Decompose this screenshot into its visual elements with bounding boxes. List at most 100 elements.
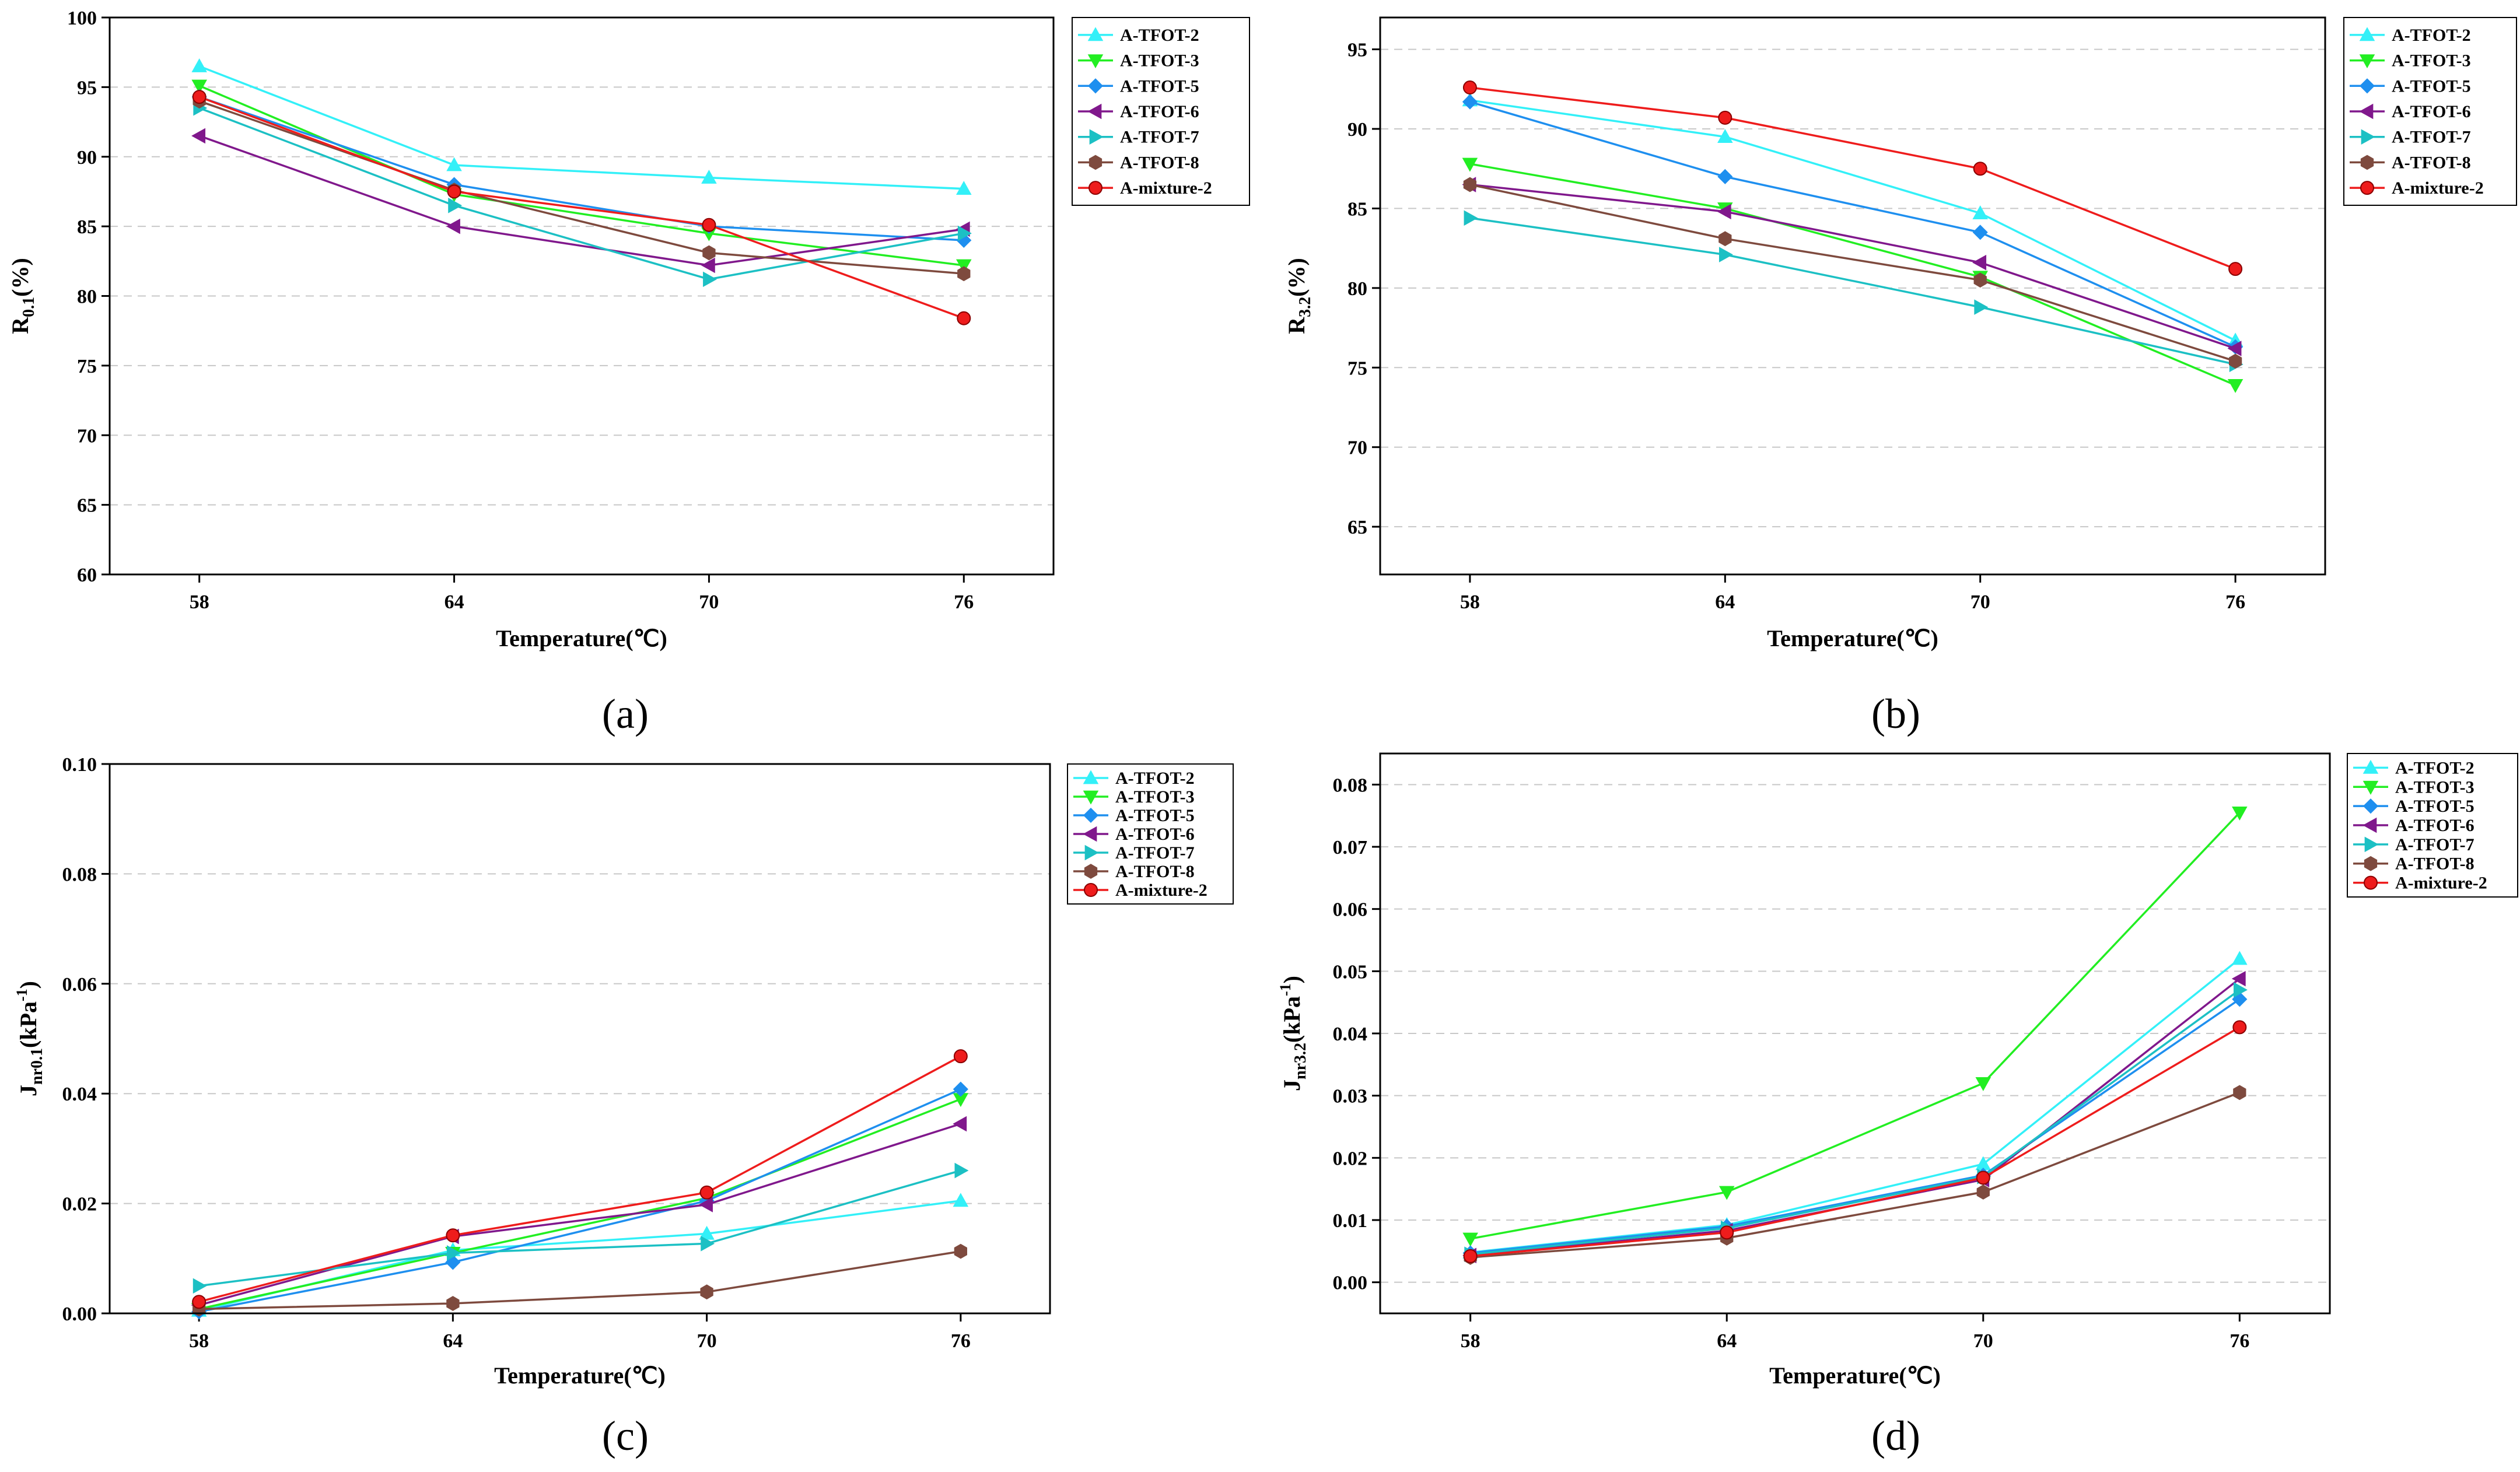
plot-frame [108, 763, 1051, 1315]
data-point [446, 157, 462, 171]
legend-marker [1083, 807, 1099, 823]
data-point [191, 58, 207, 72]
series-line [1469, 183, 2236, 363]
data-point [1972, 225, 1988, 240]
series-A-TFOT-3 [1462, 806, 2248, 1247]
x-tick-label: 58 [1461, 1330, 1480, 1352]
data-point [1717, 129, 1733, 143]
legend-label: A-TFOT-8 [2392, 153, 2471, 172]
legend-marker [2359, 27, 2375, 41]
legend-label: A-TFOT-6 [2395, 816, 2474, 835]
y-tick-label: 75 [1348, 358, 1367, 379]
legend-label: A-TFOT-5 [1115, 806, 1195, 825]
series-line [1470, 1026, 2241, 1257]
series-line [198, 1123, 961, 1306]
y-tick-label: 95 [1348, 40, 1367, 61]
x-axis-title: Temperature(℃) [1767, 625, 1938, 651]
data-point [2227, 378, 2244, 393]
x-tick-label: 70 [1971, 591, 1990, 613]
legend-marker [1084, 883, 1098, 897]
y-tick-label: 75 [77, 356, 97, 377]
series-A-mixture-2 [1462, 80, 2243, 276]
x-tick-label: 70 [699, 591, 719, 613]
data-point [1462, 157, 1478, 172]
legend-item: A-TFOT-2 [2350, 26, 2471, 45]
legend-label: A-TFOT-5 [2395, 797, 2474, 816]
legend-label: A-TFOT-5 [1120, 76, 1199, 96]
series-line [1469, 86, 2236, 270]
x-tick-label: 64 [444, 591, 464, 613]
data-point [2232, 951, 2248, 965]
legend-label: A-TFOT-3 [1115, 787, 1195, 807]
data-point [2232, 1020, 2247, 1035]
series-line [1469, 163, 2236, 386]
legend-label: A-TFOT-7 [2395, 835, 2474, 854]
data-point [192, 1295, 206, 1309]
data-point [1717, 169, 1733, 184]
data-point [447, 1245, 461, 1261]
data-point [446, 1296, 460, 1311]
y-tick-label: 0.04 [62, 1084, 97, 1105]
legend-item: A-TFOT-6 [2353, 816, 2474, 835]
legend-item: A-TFOT-7 [2353, 835, 2474, 854]
legend-label: A-TFOT-2 [2392, 26, 2471, 45]
data-point [191, 128, 206, 144]
legend-label: A-mixture-2 [2392, 178, 2484, 198]
y-tick-label: 0.06 [1333, 899, 1368, 921]
y-tick-label: 85 [77, 216, 97, 238]
series-A-TFOT-6 [1462, 177, 2242, 356]
legend-label: A-TFOT-2 [2395, 758, 2474, 777]
x-tick-label: 58 [189, 1330, 209, 1352]
legend-marker [1087, 78, 1104, 94]
series-line [198, 1088, 961, 1313]
data-point [191, 79, 207, 94]
data-point [953, 1193, 969, 1207]
legend-item: A-mixture-2 [1078, 178, 1212, 198]
data-point [448, 198, 463, 213]
x-tick-label: 76 [954, 591, 974, 613]
legend-marker [2364, 875, 2378, 890]
data-point [957, 225, 972, 241]
legend-marker [2359, 54, 2375, 69]
legend-item: A-TFOT-8 [1078, 153, 1199, 172]
y-tick-label: 70 [77, 425, 97, 447]
series-A-mixture-2 [192, 90, 971, 325]
legend-label: A-mixture-2 [1115, 881, 1208, 900]
legend-marker [2360, 181, 2374, 195]
series-line [198, 1055, 961, 1303]
y-tick-label: 0.06 [62, 974, 97, 996]
series-line [198, 1098, 961, 1310]
data-point [953, 1081, 968, 1097]
legend-item: A-TFOT-2 [1073, 769, 1195, 788]
y-tick-label: 0.10 [62, 754, 97, 776]
x-tick-label: 76 [2230, 1330, 2249, 1352]
legend-label: A-mixture-2 [2395, 874, 2487, 893]
data-point [2233, 982, 2248, 998]
legend-item: A-mixture-2 [2353, 874, 2487, 893]
y-tick-label: 0.01 [1333, 1210, 1368, 1232]
y-tick-label: 0.07 [1333, 837, 1368, 858]
data-point [1718, 1186, 1735, 1200]
legend-item: A-mixture-2 [2350, 178, 2484, 198]
data-point [446, 1228, 460, 1243]
data-point [192, 1278, 207, 1294]
data-point [2231, 970, 2246, 987]
y-tick-label: 70 [1348, 437, 1367, 459]
series-A-TFOT-8 [1463, 177, 2242, 369]
y-tick-label: 65 [77, 495, 97, 517]
series-line [1470, 812, 2241, 1240]
data-point [1976, 1170, 1990, 1185]
legend-label: A-TFOT-8 [2395, 854, 2474, 874]
y-tick-label: 90 [77, 147, 97, 169]
data-point [953, 1116, 967, 1132]
legend-label: A-TFOT-3 [2392, 51, 2471, 71]
y-tick-label: 80 [1348, 278, 1367, 300]
series-line [199, 107, 964, 281]
data-point [956, 259, 972, 274]
y-tick-label: 60 [77, 565, 97, 586]
legend-item: A-TFOT-6 [1078, 102, 1199, 121]
series-line [1470, 1091, 2240, 1259]
data-point [1462, 1232, 1478, 1247]
legend: A-TFOT-2A-TFOT-3A-TFOT-5A-TFOT-6A-TFOT-7… [1067, 763, 1234, 905]
